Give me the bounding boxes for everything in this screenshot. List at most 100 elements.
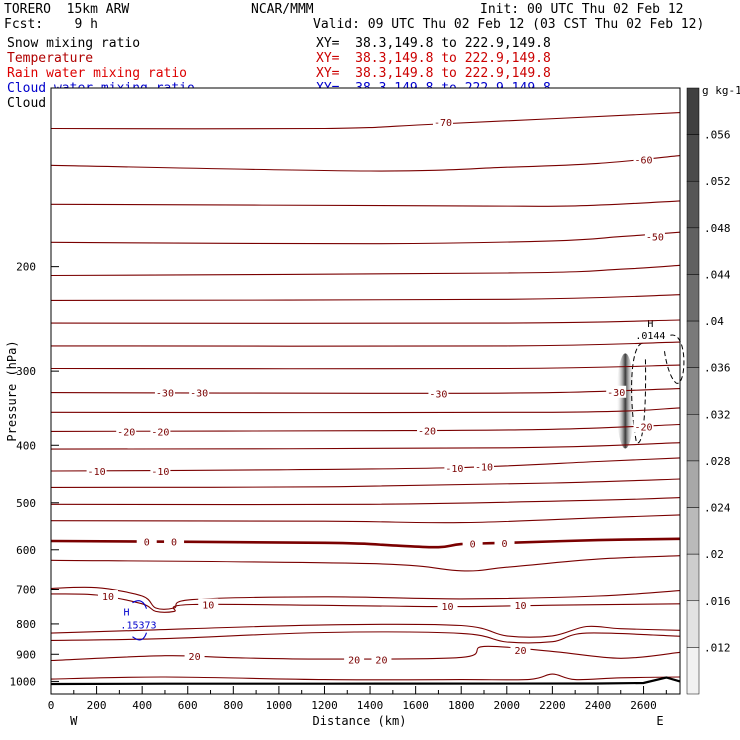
isotherm-label-bg: [116, 425, 137, 438]
isotherm-label: 0: [502, 539, 508, 550]
isotherm-label: -30: [429, 389, 447, 400]
colorbar-swatch: [686, 414, 700, 462]
colorbar-swatch: [686, 647, 700, 695]
cloud-ice-contour: [631, 342, 647, 444]
x-tick-label: 1000: [266, 699, 293, 712]
colorbar-swatch: [686, 460, 700, 508]
isotherm-label: -10: [88, 467, 106, 478]
isotherm-line: [50, 645, 681, 662]
isotherm-line: [50, 407, 681, 414]
colorbar-level-label: .036: [704, 362, 731, 375]
isotherm-line: [50, 319, 681, 324]
y-tick-label: 1000: [10, 675, 37, 688]
isotherm-line: [50, 112, 681, 130]
isotherm-label-bg: [189, 386, 210, 399]
colorbar-level-label: .032: [704, 408, 731, 421]
isotherm-label: 20: [348, 655, 360, 666]
isotherm-label-bg: [428, 387, 449, 400]
isotherm-line: [50, 200, 681, 207]
colorbar-level-label: .02: [704, 548, 724, 561]
valid-time: Valid: 09 UTC Thu 02 Feb 12 (03 CST Thu …: [313, 17, 705, 32]
isotherm-label-bg: [184, 649, 205, 662]
y-tick-label: 700: [16, 584, 36, 597]
isotherm-label-bg: [510, 644, 531, 657]
isotherm-line: [50, 264, 681, 277]
isotherm-label-bg: [510, 599, 531, 612]
colorbar-level-label: .028: [704, 455, 731, 468]
isotherm-label-bg: [494, 536, 515, 549]
y-tick-label: 500: [16, 497, 36, 510]
x-tick-label: 400: [132, 699, 152, 712]
y-tick-label: 300: [16, 365, 36, 378]
init-time: Init: 00 UTC Thu 02 Feb 12: [480, 2, 684, 17]
isotherm-line: [50, 294, 681, 301]
field-xy-range: XY= 38.3,149.8 to 222.9,149.8: [316, 36, 551, 51]
colorbar-swatch: [686, 134, 700, 182]
isotherm-label: -20: [635, 423, 653, 434]
isotherm-label: 20: [375, 655, 387, 666]
isotherm-label-bg: [150, 425, 171, 438]
east-endpoint-label: E: [656, 714, 663, 728]
colorbar-level-label: .052: [704, 175, 731, 188]
x-tick-label: 1800: [448, 699, 475, 712]
colorbar-swatch: [686, 367, 700, 415]
isotherm-label: -60: [635, 156, 653, 167]
colorbar-level-label: .012: [704, 641, 731, 654]
isotherm-label: -20: [418, 427, 436, 438]
isotherm-label-bg: [371, 653, 392, 666]
cloud-water-max-value: .15373: [120, 621, 156, 632]
colorbar-level-label: .044: [704, 268, 731, 281]
x-tick-label: 600: [178, 699, 198, 712]
colorbar-level-label: .04: [704, 315, 724, 328]
y-tick-label: 900: [16, 648, 36, 661]
isotherm-line: [50, 364, 681, 370]
isotherm-label-bg: [633, 153, 654, 166]
isotherm-label-bg: [164, 535, 185, 548]
isotherm-label: 20: [189, 652, 201, 663]
isotherm-line: [50, 155, 681, 172]
cloud-water-contour: [132, 632, 148, 641]
cloud-ice-contour: [663, 334, 685, 384]
isotherm-label-bg: [344, 653, 365, 666]
isotherm-label-bg: [644, 230, 665, 243]
field-name: Snow mixing ratio: [7, 36, 141, 51]
snow-mixing-ratio-shading: [616, 353, 635, 449]
isotherm-label-bg: [154, 386, 175, 399]
plot-frame: [50, 87, 681, 695]
isotherm-label-bg: [444, 462, 465, 475]
isotherm-line: [50, 673, 681, 681]
plot-area: [51, 88, 680, 694]
isotherm-label-bg: [86, 465, 107, 478]
field-xy-range: XY= 38.3,149.8 to 222.9,149.8: [316, 66, 551, 81]
x-tick-label: 1600: [402, 699, 429, 712]
isotherm-label: -10: [475, 462, 493, 473]
isotherm-label: -70: [434, 118, 452, 129]
colorbar-level-label: .024: [704, 502, 731, 515]
isotherm-label: 0: [470, 540, 476, 551]
isotherm-label-bg: [462, 537, 483, 550]
colorbar-units: g kg-1: [702, 84, 740, 97]
isotherm-label: 10: [514, 601, 526, 612]
x-tick-label: 800: [223, 699, 243, 712]
isotherm-label: 0: [171, 537, 177, 548]
x-tick-label: 2400: [585, 699, 612, 712]
isotherm-line: [50, 231, 681, 245]
x-tick-label: 200: [87, 699, 107, 712]
isotherm-label-bg: [150, 465, 171, 478]
isotherm-label: -30: [190, 389, 208, 400]
isotherm-label: -30: [156, 389, 174, 400]
x-tick-label: 0: [48, 699, 55, 712]
isotherm-label-bg: [606, 385, 627, 398]
cloud-ice-max-label: H: [647, 319, 653, 330]
x-tick-label: 1400: [357, 699, 384, 712]
isotherm-label: -10: [445, 464, 463, 475]
cloud-water-contour: [132, 600, 148, 609]
isotherm-label: -20: [151, 427, 169, 438]
colorbar-level-label: .056: [704, 129, 731, 142]
west-endpoint-label: W: [70, 714, 78, 728]
field-xy-range: XY= 38.3,149.8 to 222.9,149.8: [316, 51, 551, 66]
isotherm-line: [50, 478, 681, 488]
x-axis-label: Distance (km): [313, 714, 407, 728]
isotherm-label-bg: [198, 598, 219, 611]
